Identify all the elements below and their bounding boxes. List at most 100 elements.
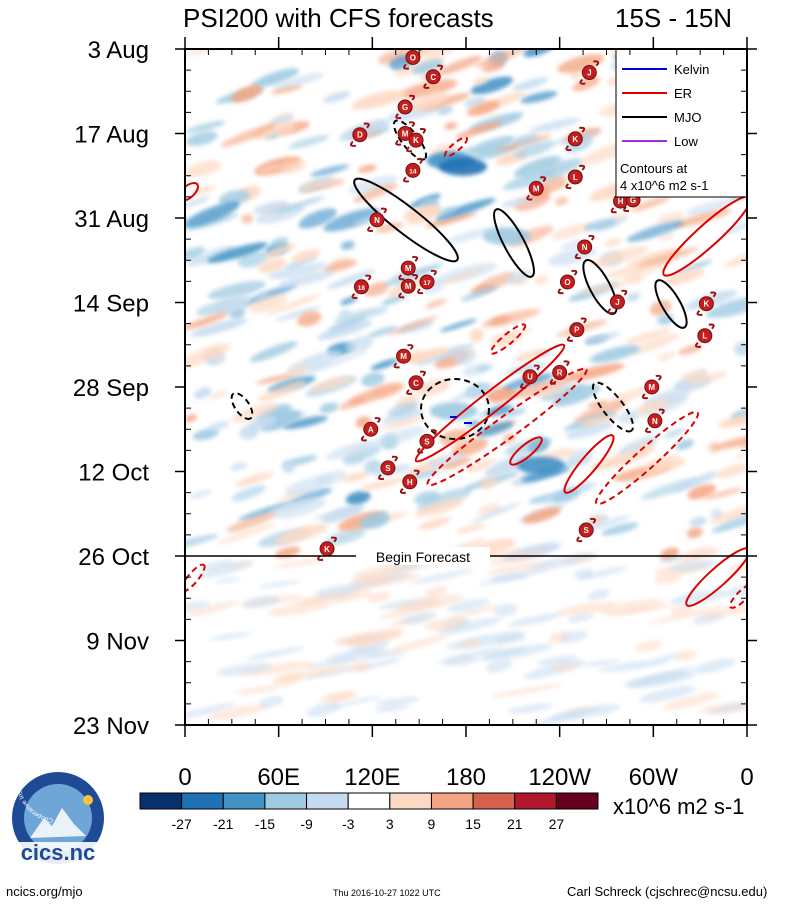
anomaly-blob bbox=[628, 671, 691, 688]
anomaly-blob bbox=[216, 662, 273, 676]
anomaly-blob bbox=[709, 501, 747, 524]
anomaly-blob bbox=[185, 414, 198, 423]
storm-symbol: U bbox=[520, 364, 540, 389]
storm-arm bbox=[351, 293, 358, 299]
colorbar-swatch bbox=[389, 792, 432, 810]
x-axis-labels: 0 60E 120E 180 120W 60W 0 bbox=[178, 764, 753, 791]
storm-arm bbox=[576, 536, 583, 543]
storm-arm bbox=[406, 146, 413, 153]
anomaly-core bbox=[438, 157, 487, 176]
storm-arm bbox=[571, 269, 578, 276]
storm-arm bbox=[588, 234, 595, 241]
storm-marker bbox=[419, 274, 435, 290]
legend-er-label: ER bbox=[674, 86, 692, 101]
storm-name: J bbox=[587, 69, 591, 78]
anomaly-blob bbox=[663, 428, 685, 439]
storm-symbol: J bbox=[607, 289, 628, 315]
anomaly-blob bbox=[186, 245, 236, 267]
anomaly-blob bbox=[377, 49, 432, 65]
storm-name: 18 bbox=[358, 285, 366, 292]
anomaly-blob bbox=[213, 294, 251, 315]
wave-contour bbox=[509, 436, 543, 466]
anomaly-blob bbox=[342, 471, 370, 482]
anomaly-blob bbox=[226, 511, 279, 533]
anomaly-blob bbox=[361, 372, 385, 387]
anomaly-blob bbox=[323, 259, 357, 273]
storm-name: J bbox=[615, 298, 619, 307]
anomaly-blob bbox=[186, 213, 239, 231]
anomaly-blob bbox=[207, 390, 229, 400]
psi200-chart: PSI200 with CFS forecasts 15S - 15N O C J G… bbox=[12, 3, 757, 865]
storm-symbol: J bbox=[579, 60, 600, 85]
storm-arm bbox=[374, 417, 381, 423]
storm-marker bbox=[405, 49, 421, 65]
anomaly-blob bbox=[551, 223, 592, 240]
wave-contour bbox=[729, 583, 747, 609]
anomaly-blob bbox=[185, 534, 219, 552]
anomaly-blob bbox=[185, 703, 236, 720]
anomaly-blob bbox=[621, 257, 677, 281]
x-tick-label: 120E bbox=[344, 764, 400, 791]
anomaly-blob bbox=[618, 436, 659, 456]
storm-arm bbox=[623, 206, 630, 213]
anomaly-blob bbox=[634, 443, 656, 456]
anomaly-blob bbox=[662, 692, 720, 711]
storm-name: S bbox=[584, 526, 590, 535]
anomaly-blob bbox=[635, 399, 669, 414]
storm-arm bbox=[380, 207, 387, 214]
storm-arm bbox=[526, 194, 533, 201]
wave-contour bbox=[582, 259, 618, 315]
storm-arm bbox=[621, 289, 628, 296]
colorbar-level-label: 21 bbox=[507, 816, 523, 832]
anomaly-blob bbox=[249, 341, 298, 362]
anomaly-blob bbox=[274, 546, 301, 559]
wave-contour bbox=[563, 434, 615, 494]
storm-arm bbox=[408, 94, 415, 101]
anomaly-blob bbox=[188, 489, 212, 499]
anomaly-blob bbox=[468, 135, 515, 155]
axis-ticks bbox=[175, 37, 757, 737]
storm-name: C bbox=[413, 379, 419, 388]
anomaly-blob bbox=[258, 163, 283, 174]
storm-arm bbox=[403, 63, 410, 70]
storm-name: G bbox=[630, 196, 636, 205]
x-tick-label: 0 bbox=[740, 764, 753, 791]
anomaly-blob bbox=[494, 633, 527, 645]
storm-symbol: S bbox=[417, 429, 437, 454]
anomaly-blob bbox=[185, 201, 241, 228]
anomaly-blob bbox=[458, 639, 483, 648]
storm-name: K bbox=[572, 135, 578, 144]
colorbar-swatch bbox=[430, 792, 474, 810]
anomaly-blob bbox=[507, 612, 563, 627]
anomaly-blob bbox=[687, 371, 728, 386]
anomaly-blob bbox=[327, 693, 360, 701]
colorbar-level-label: 15 bbox=[465, 816, 481, 832]
storm-arm bbox=[694, 341, 701, 348]
anomaly-blob bbox=[456, 523, 485, 534]
storm-symbol: 17 bbox=[417, 269, 437, 295]
anomaly-blob bbox=[552, 384, 601, 407]
storm-name: D bbox=[357, 131, 363, 140]
anomaly-blob bbox=[630, 196, 671, 212]
anomaly-blob bbox=[192, 428, 219, 441]
logo-mountain bbox=[30, 808, 86, 838]
storm-arm bbox=[430, 269, 437, 276]
anomaly-blob bbox=[220, 123, 277, 147]
anomaly-blob bbox=[257, 580, 301, 588]
storm-marker bbox=[425, 69, 441, 85]
anomaly-blob bbox=[512, 77, 549, 91]
anomaly-blob bbox=[441, 457, 472, 470]
anomaly-blob bbox=[364, 651, 406, 659]
legend-low-label: Low bbox=[674, 134, 698, 149]
storm-arm bbox=[403, 176, 410, 183]
colorbar: -27 -21 -15 -9 -3 3 9 15 21 27 bbox=[139, 792, 599, 832]
anomaly-blob bbox=[442, 267, 487, 284]
anomaly-blob bbox=[689, 517, 707, 527]
anomaly-blob bbox=[279, 159, 306, 174]
anomaly-blob bbox=[716, 464, 747, 478]
anomaly-blob bbox=[275, 306, 322, 322]
storm-arm bbox=[423, 83, 430, 89]
anomaly-blob bbox=[675, 439, 694, 450]
footer-website[interactable]: ncics.org/mjo bbox=[6, 884, 83, 899]
anomaly-blob bbox=[439, 429, 470, 446]
